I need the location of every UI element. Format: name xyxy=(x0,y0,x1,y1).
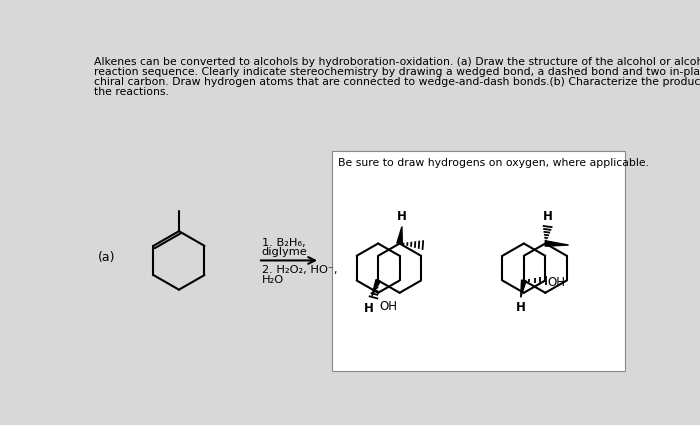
Text: diglyme: diglyme xyxy=(262,247,307,258)
Polygon shape xyxy=(397,227,402,244)
Polygon shape xyxy=(372,280,380,296)
Text: H: H xyxy=(542,210,552,224)
Text: OH: OH xyxy=(548,275,566,289)
Text: H: H xyxy=(397,210,407,224)
Text: 1. B₂H₆,: 1. B₂H₆, xyxy=(262,238,305,248)
Text: OH: OH xyxy=(379,300,398,314)
Text: H₂O: H₂O xyxy=(262,275,284,285)
Text: Be sure to draw hydrogens on oxygen, where applicable.: Be sure to draw hydrogens on oxygen, whe… xyxy=(338,158,649,168)
Text: Alkenes can be converted to alcohols by hydroboration-oxidation. (a) Draw the st: Alkenes can be converted to alcohols by … xyxy=(94,57,700,67)
FancyBboxPatch shape xyxy=(332,151,624,371)
Text: chiral carbon. Draw hydrogen atoms that are connected to wedge-and-dash bonds.(b: chiral carbon. Draw hydrogen atoms that … xyxy=(94,77,700,87)
Text: 2. H₂O₂, HO⁻,: 2. H₂O₂, HO⁻, xyxy=(262,265,337,275)
Polygon shape xyxy=(521,280,526,297)
Text: (a): (a) xyxy=(97,251,115,264)
Text: the reactions.: the reactions. xyxy=(94,87,169,97)
Text: H: H xyxy=(516,301,526,314)
Text: H: H xyxy=(364,302,374,315)
Polygon shape xyxy=(545,241,568,246)
Text: reaction sequence. Clearly indicate stereochemistry by drawing a wedged bond, a : reaction sequence. Clearly indicate ster… xyxy=(94,67,700,77)
